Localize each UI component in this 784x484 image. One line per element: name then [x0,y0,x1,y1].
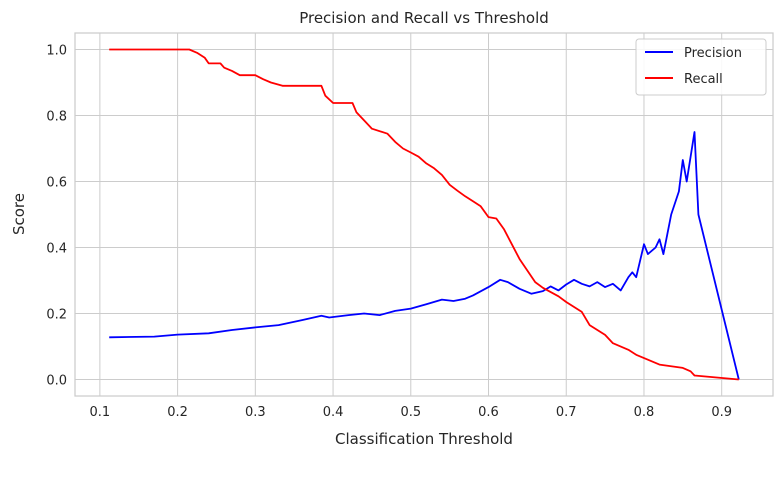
x-axis-title: Classification Threshold [335,430,513,448]
series-line-recall [109,48,739,381]
x-tick-label: 0.4 [323,405,344,420]
x-tick-label: 0.6 [478,405,499,420]
x-tick-label: 0.1 [90,405,111,420]
legend: Precision Recall [635,38,767,96]
series-line-precision [109,131,740,380]
chart-title: Precision and Recall vs Threshold [299,9,549,27]
x-tick-label: 0.7 [556,405,577,420]
y-tick-label: 0.6 [46,176,67,191]
series-layer [109,48,740,381]
y-tick-label: 0.8 [46,110,67,125]
x-tick-label: 0.5 [400,405,421,420]
legend-label-recall: Recall [684,72,723,87]
x-tick-label: 0.2 [167,405,188,420]
y-tick-label: 0.4 [46,242,67,257]
y-tick-label: 0.2 [46,308,67,323]
plot-frame [74,32,774,397]
x-tick-label: 0.3 [245,405,266,420]
x-tick-label: 0.8 [634,405,655,420]
y-tick-label: 1.0 [46,44,67,59]
y-tick-labels: 0.0 0.2 0.4 0.6 0.8 1.0 [46,44,67,389]
x-tick-label: 0.9 [711,405,732,420]
y-tick-label: 0.0 [46,374,67,389]
y-axis-title: Score [10,193,28,235]
legend-label-precision: Precision [684,46,742,61]
x-tick-labels: 0.1 0.2 0.3 0.4 0.5 0.6 0.7 0.8 0.9 [90,405,733,420]
